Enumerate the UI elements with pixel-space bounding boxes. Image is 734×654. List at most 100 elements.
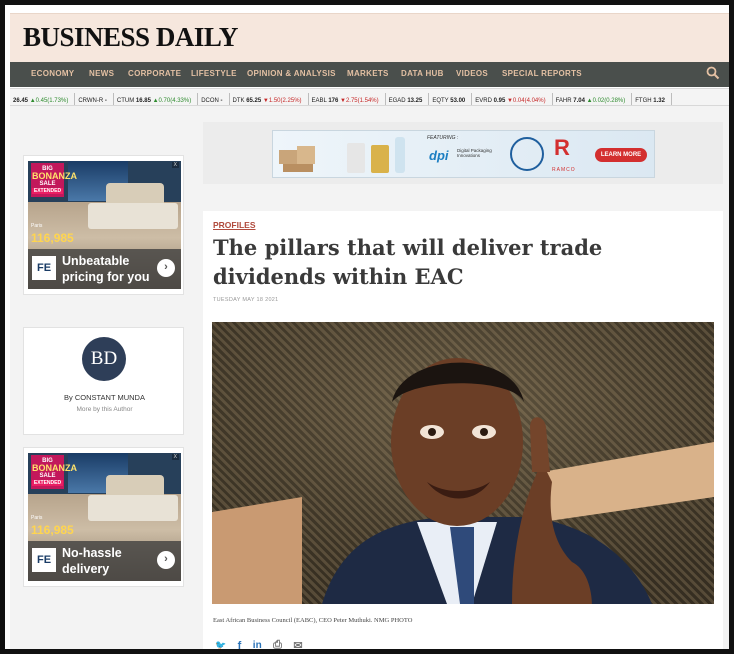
ticker-change: ▲0.02(0.28%) <box>586 98 626 104</box>
pouch-image <box>347 143 365 173</box>
seal-logo-icon <box>510 137 544 171</box>
sidebar-ad-card: BIG BONANZA SALE EXTENDED Paris 116,985 … <box>23 155 184 295</box>
bonanza-top: BIG <box>42 166 53 172</box>
ad-close-icon[interactable]: X <box>171 454 179 460</box>
search-icon[interactable] <box>706 66 720 80</box>
ticker-price: 65.25 <box>246 98 262 104</box>
print-icon[interactable]: ⎙ <box>273 639 282 652</box>
email-icon[interactable]: ✉ <box>293 640 303 653</box>
bonanza-main: BONANZA <box>32 463 77 473</box>
bed-image <box>88 203 178 229</box>
ticker-symbol: CTUM <box>116 98 135 104</box>
nav-item-special-reports[interactable]: SPECIAL REPORTS <box>502 69 582 78</box>
bottle-image <box>395 137 405 173</box>
ramco-logo: R <box>554 135 570 160</box>
top-banner-ad[interactable]: FEATURING : dpi Digital Packaging Innova… <box>272 130 655 178</box>
nav-item-corporate[interactable]: CORPORATE <box>128 69 182 78</box>
extended-label: EXTENDED <box>32 480 63 486</box>
bonanza-sale: SALE <box>39 181 56 187</box>
share-bar: 🐦 f in ⎙ ✉ <box>215 637 310 653</box>
ticker-price: 0.95 <box>493 98 506 104</box>
nav-item-economy[interactable]: ECONOMY <box>31 69 75 78</box>
ticker-item[interactable]: DCON - <box>198 93 230 105</box>
ticker-change: ▲0.45(1.73%) <box>29 98 69 104</box>
ticker-change: ▼2.75(1.54%) <box>340 98 379 104</box>
ticker-symbol: EQTY <box>432 98 449 104</box>
ticker-price: 1.32 <box>653 98 665 104</box>
ticker-symbol: EGAD <box>388 98 406 104</box>
masthead: BUSINESS DAILY <box>10 13 729 62</box>
bonanza-top: BIG <box>42 458 53 464</box>
nav-item-data-hub[interactable]: DATA HUB <box>401 69 444 78</box>
ticker-item[interactable]: EABL 176 ▼2.75(1.54%) <box>309 93 386 105</box>
featuring-label: FEATURING : <box>427 135 459 141</box>
ticker-item[interactable]: FAHR 7.04 ▲0.02(0.28%) <box>553 93 633 105</box>
fe-logo: FE <box>32 548 56 572</box>
article-date: TUESDAY MAY 18 2021 <box>213 297 279 303</box>
ticker-item[interactable]: EVRD 0.95 ▼0.04(4.04%) <box>472 93 553 105</box>
ticker-symbol: FAHR <box>555 98 572 104</box>
author-name[interactable]: By CONSTANT MUNDA <box>64 393 145 402</box>
ad-close-icon[interactable]: X <box>171 162 179 168</box>
ticker-item[interactable]: EGAD 13.25 <box>386 93 430 105</box>
product-price: 116,985 <box>31 231 74 245</box>
ticker-symbol: DCON <box>201 98 219 104</box>
sidebar-ad[interactable]: BIG BONANZA SALE EXTENDED Paris 116,985 … <box>28 161 181 289</box>
nav-item-videos[interactable]: VIDEOS <box>456 69 489 78</box>
site-logo[interactable]: BUSINESS DAILY <box>23 22 238 52</box>
ticker-change: ▼1.50(2.25%) <box>262 98 302 104</box>
ticker-price: 176 <box>328 98 339 104</box>
ticker-change: ▼0.04(4.04%) <box>506 98 546 104</box>
chevron-right-icon[interactable]: › <box>157 259 175 277</box>
product-name: Paris <box>31 515 43 521</box>
ticker-item[interactable]: CTUM 16.85 ▲0.70(4.33%) <box>114 93 199 105</box>
fe-logo: FE <box>32 256 56 280</box>
ramco-text: RAMCO <box>552 167 576 173</box>
facebook-icon[interactable]: f <box>237 639 242 652</box>
ad-headline: Unbeatable pricing for you <box>62 254 150 284</box>
sidebar-ad-card: BIG BONANZA SALE EXTENDED Paris 116,985 … <box>23 447 184 587</box>
ticker-item[interactable]: EQTY 53.00 <box>429 93 473 105</box>
article: PROFILES The pillars that will deliver t… <box>203 211 723 653</box>
author-card: BD By CONSTANT MUNDA More by this Author <box>23 327 184 435</box>
product-price: 116,985 <box>31 523 74 537</box>
ad-headline: No-hassle delivery <box>62 546 122 576</box>
ticker-symbol: EABL <box>311 98 327 104</box>
product-name: Paris <box>31 223 43 229</box>
ticker-change: ▲0.70(4.33%) <box>152 98 192 104</box>
nav-item-news[interactable]: NEWS <box>89 69 115 78</box>
ticker-price: 26.45 <box>13 98 29 104</box>
author-avatar[interactable]: BD <box>82 337 126 381</box>
ticker-price: 53.00 <box>450 98 466 104</box>
bonanza-badge: BIG BONANZA SALE EXTENDED <box>31 163 77 197</box>
boxes-image <box>279 146 315 172</box>
twitter-icon[interactable]: 🐦 <box>215 640 227 651</box>
ticker-price: - <box>104 98 107 104</box>
ticker-price: 13.25 <box>407 98 423 104</box>
bed-image <box>106 183 164 205</box>
portrait-photo <box>212 322 714 604</box>
more-by-author-link[interactable]: More by this Author <box>76 406 133 413</box>
nav-item-markets[interactable]: MARKETS <box>347 69 389 78</box>
ticker-item[interactable]: CRWN-R - <box>75 93 114 105</box>
linkedin-icon[interactable]: in <box>252 640 262 652</box>
pouch-image <box>371 145 389 173</box>
sidebar-ad[interactable]: BIG BONANZA SALE EXTENDED Paris 116,985 … <box>28 453 181 581</box>
chevron-right-icon[interactable]: › <box>157 551 175 569</box>
article-headline: The pillars that will deliver trade divi… <box>213 235 603 289</box>
bonanza-main: BONANZA <box>32 171 77 181</box>
section-link[interactable]: PROFILES <box>213 220 256 230</box>
learn-more-button[interactable]: LEARN MORE <box>595 148 647 162</box>
ticker-symbol: FTGH <box>635 98 652 104</box>
ticker-price: - <box>220 98 223 104</box>
photo-caption: East African Business Council (EABC), CE… <box>213 617 413 624</box>
nav-item-opinion[interactable]: OPINION & ANALYSIS <box>247 69 336 78</box>
nav-item-lifestyle[interactable]: LIFESTYLE <box>191 69 237 78</box>
ticker-item[interactable]: 26.45 ▲0.45(1.73%) <box>10 93 76 105</box>
dpi-tagline: Digital Packaging Innovations <box>457 148 492 158</box>
ticker-item[interactable]: DTK 65.25 ▼1.50(2.25%) <box>230 93 309 105</box>
ticker-item[interactable]: FTGH 1.32 <box>632 93 672 105</box>
bonanza-sale: SALE <box>39 473 56 479</box>
ticker-symbol: DTK <box>232 98 245 104</box>
